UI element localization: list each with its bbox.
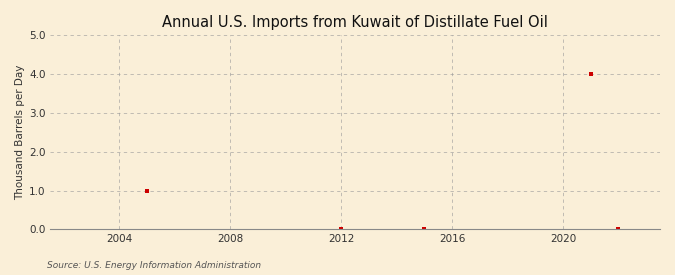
- Text: Source: U.S. Energy Information Administration: Source: U.S. Energy Information Administ…: [47, 260, 261, 270]
- Y-axis label: Thousand Barrels per Day: Thousand Barrels per Day: [15, 65, 25, 200]
- Title: Annual U.S. Imports from Kuwait of Distillate Fuel Oil: Annual U.S. Imports from Kuwait of Disti…: [162, 15, 548, 30]
